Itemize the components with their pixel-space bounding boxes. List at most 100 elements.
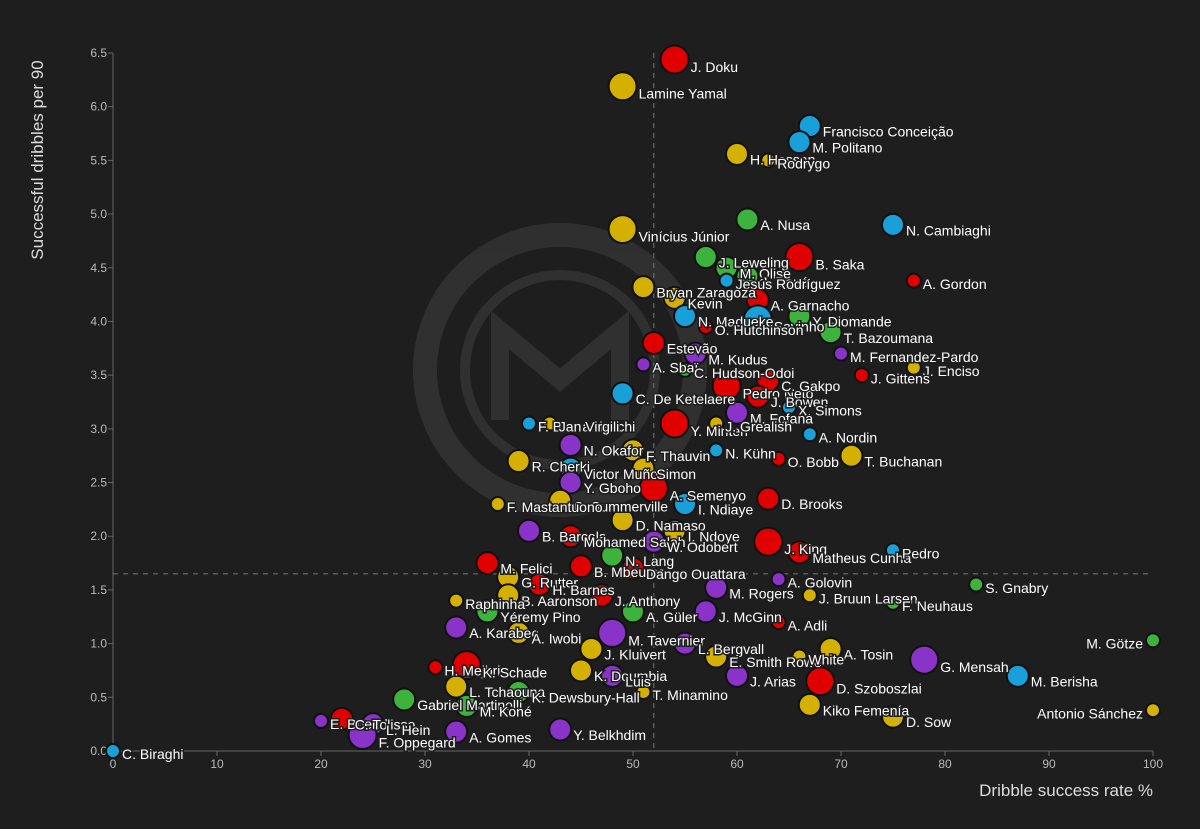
data-point[interactable]	[725, 663, 749, 688]
data-point[interactable]	[558, 470, 583, 495]
data-point[interactable]	[635, 683, 652, 700]
data-point[interactable]	[1005, 663, 1030, 688]
data-point[interactable]	[659, 408, 690, 439]
data-point[interactable]	[475, 599, 500, 624]
data-point[interactable]	[1145, 632, 1161, 649]
data-point[interactable]	[641, 330, 666, 355]
data-point[interactable]	[541, 415, 558, 432]
data-point[interactable]	[347, 719, 378, 750]
data-point[interactable]	[496, 583, 521, 608]
data-point[interactable]	[697, 318, 714, 335]
data-point[interactable]	[631, 275, 656, 300]
data-point[interactable]	[745, 384, 770, 409]
data-point[interactable]	[427, 659, 444, 676]
data-point[interactable]	[805, 666, 836, 697]
data-point[interactable]	[881, 212, 905, 237]
data-point[interactable]	[610, 381, 635, 406]
data-point[interactable]	[621, 599, 645, 624]
data-point[interactable]	[569, 658, 593, 683]
data-point[interactable]	[548, 717, 573, 742]
data-point[interactable]	[444, 615, 469, 640]
data-point[interactable]	[579, 636, 604, 661]
data-point[interactable]	[448, 592, 465, 609]
data-point[interactable]	[787, 304, 812, 329]
data-point[interactable]	[454, 693, 479, 718]
data-point[interactable]	[905, 359, 922, 376]
data-point[interactable]	[770, 571, 787, 588]
data-point[interactable]	[662, 518, 687, 543]
data-point[interactable]	[621, 556, 645, 581]
data-point[interactable]	[693, 599, 718, 624]
data-point[interactable]	[313, 712, 329, 729]
data-point[interactable]	[753, 526, 784, 557]
data-point[interactable]	[521, 415, 537, 432]
data-point[interactable]	[683, 341, 708, 366]
data-point[interactable]	[693, 245, 718, 270]
data-point[interactable]	[839, 443, 864, 468]
data-point[interactable]	[635, 356, 652, 373]
data-point[interactable]	[105, 743, 121, 759]
data-point[interactable]	[451, 650, 482, 681]
data-point[interactable]	[517, 518, 541, 543]
data-point[interactable]	[905, 272, 922, 289]
data-point[interactable]	[725, 141, 749, 166]
data-point[interactable]	[801, 426, 818, 443]
data-point[interactable]	[885, 594, 901, 611]
data-point[interactable]	[607, 71, 638, 102]
data-point[interactable]	[673, 631, 697, 656]
data-point[interactable]	[558, 432, 583, 457]
data-point[interactable]	[781, 399, 797, 416]
data-point[interactable]	[589, 583, 614, 608]
data-point[interactable]	[444, 719, 469, 744]
data-point[interactable]	[708, 415, 725, 432]
data-point[interactable]	[787, 540, 812, 565]
data-point[interactable]	[558, 524, 583, 549]
data-point[interactable]	[704, 575, 729, 600]
data-point[interactable]	[641, 529, 666, 554]
data-point[interactable]	[607, 214, 638, 245]
data-point[interactable]	[1145, 702, 1161, 719]
data-point[interactable]	[833, 345, 849, 362]
data-point[interactable]	[742, 304, 773, 335]
data-point[interactable]	[621, 438, 645, 463]
data-point[interactable]	[853, 367, 870, 384]
data-point[interactable]	[756, 486, 781, 511]
data-point[interactable]	[735, 264, 760, 289]
data-point[interactable]	[968, 576, 985, 593]
data-point[interactable]	[506, 449, 531, 474]
data-point[interactable]	[527, 572, 552, 597]
data-point[interactable]	[718, 272, 735, 289]
data-point[interactable]	[662, 285, 687, 310]
data-point[interactable]	[638, 472, 669, 503]
data-point[interactable]	[885, 542, 901, 559]
data-point[interactable]	[659, 44, 690, 75]
data-point[interactable]	[881, 704, 905, 729]
data-point[interactable]	[673, 304, 697, 329]
data-point[interactable]	[600, 543, 625, 568]
data-point[interactable]	[392, 687, 417, 712]
data-point[interactable]	[600, 663, 625, 688]
data-point[interactable]	[489, 496, 506, 513]
data-point[interactable]	[797, 692, 822, 717]
data-point[interactable]	[801, 587, 818, 604]
data-point[interactable]	[711, 370, 742, 401]
data-point[interactable]	[506, 620, 531, 645]
data-point[interactable]	[770, 614, 787, 631]
data-point[interactable]	[818, 320, 843, 345]
data-point[interactable]	[791, 648, 808, 665]
data-point[interactable]	[610, 508, 635, 533]
data-point[interactable]	[704, 644, 729, 669]
data-point[interactable]	[597, 617, 628, 648]
data-point[interactable]	[784, 242, 815, 273]
data-point[interactable]	[770, 450, 787, 467]
data-point[interactable]	[909, 644, 940, 675]
data-point[interactable]	[760, 152, 777, 169]
data-point[interactable]	[673, 492, 697, 517]
data-point[interactable]	[548, 488, 573, 513]
data-point[interactable]	[725, 400, 749, 425]
data-point[interactable]	[329, 706, 354, 731]
data-point[interactable]	[677, 361, 693, 378]
data-point[interactable]	[506, 679, 531, 704]
data-point[interactable]	[735, 207, 760, 232]
data-point[interactable]	[787, 130, 812, 155]
